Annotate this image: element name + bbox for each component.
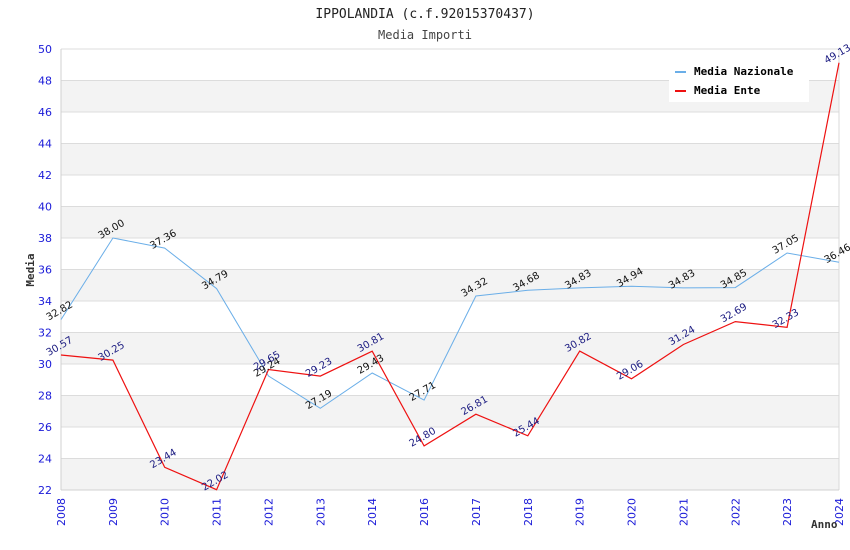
grid-band [61, 395, 839, 427]
x-tick-label: 2021 [677, 498, 690, 526]
data-label: 36.46 [823, 242, 850, 266]
y-tick-label: 46 [38, 106, 52, 119]
y-tick-label: 28 [38, 390, 52, 403]
y-axis-label: Media [24, 253, 37, 286]
y-tick-label: 50 [38, 43, 52, 56]
x-tick-labels: 2008 2009 2010 2011 2012 2013 2014 2016 2017 2018… [55, 498, 846, 526]
data-label: 24.80 [408, 426, 438, 450]
chart-title: IPPOLANDIA (c.f.92015370437) [315, 7, 534, 22]
grid-band [61, 206, 839, 238]
grid-band [61, 458, 839, 490]
series-line-media-nazionale [60, 237, 840, 409]
chart-subtitle: Media Importi [378, 28, 472, 42]
x-tick-label: 2013 [314, 498, 327, 526]
y-tick-label: 48 [38, 75, 52, 88]
x-axis-label: Anno [811, 518, 838, 531]
x-tick-label: 2012 [262, 498, 275, 526]
series-lines [60, 62, 840, 491]
x-tick-label: 2014 [366, 498, 379, 526]
y-tick-labels: 22 24 26 28 30 32 34 36 38 40 42 44 46 48 50 [38, 43, 52, 497]
x-tick-label: 2017 [470, 498, 483, 526]
grid-band [61, 143, 839, 175]
x-tick-label: 2010 [159, 498, 172, 526]
series-line-media-ente [60, 62, 840, 491]
grid-band [61, 269, 839, 301]
x-tick-label: 2009 [107, 498, 120, 526]
y-tick-label: 32 [38, 327, 52, 340]
x-tick-label: 2020 [626, 498, 639, 526]
x-tick-label: 2022 [729, 498, 742, 526]
x-tick-label: 2011 [211, 498, 224, 526]
legend-box [669, 60, 809, 102]
x-tick-label: 2019 [574, 498, 587, 526]
legend: Media Nazionale Media Ente [669, 60, 809, 102]
x-tick-label: 2016 [418, 498, 431, 526]
x-tick-label: 2018 [522, 498, 535, 526]
x-tick-label: 2024 [833, 498, 846, 526]
y-tick-label: 36 [38, 264, 52, 277]
x-tick-label: 2008 [55, 498, 68, 526]
legend-label-media-ente: Media Ente [694, 84, 761, 97]
grid-bands [61, 80, 839, 490]
y-tick-label: 42 [38, 169, 52, 182]
legend-label-media-nazionale: Media Nazionale [694, 65, 794, 78]
y-tick-label: 24 [38, 453, 52, 466]
y-tick-label: 34 [38, 295, 52, 308]
y-tick-label: 40 [38, 201, 52, 214]
y-tick-label: 26 [38, 421, 52, 434]
y-tick-label: 38 [38, 232, 52, 245]
y-tick-label: 44 [38, 138, 52, 151]
data-label: 49.13 [823, 43, 850, 67]
y-tick-label: 30 [38, 358, 52, 371]
y-tick-label: 22 [38, 484, 52, 497]
x-tick-label: 2023 [781, 498, 794, 526]
